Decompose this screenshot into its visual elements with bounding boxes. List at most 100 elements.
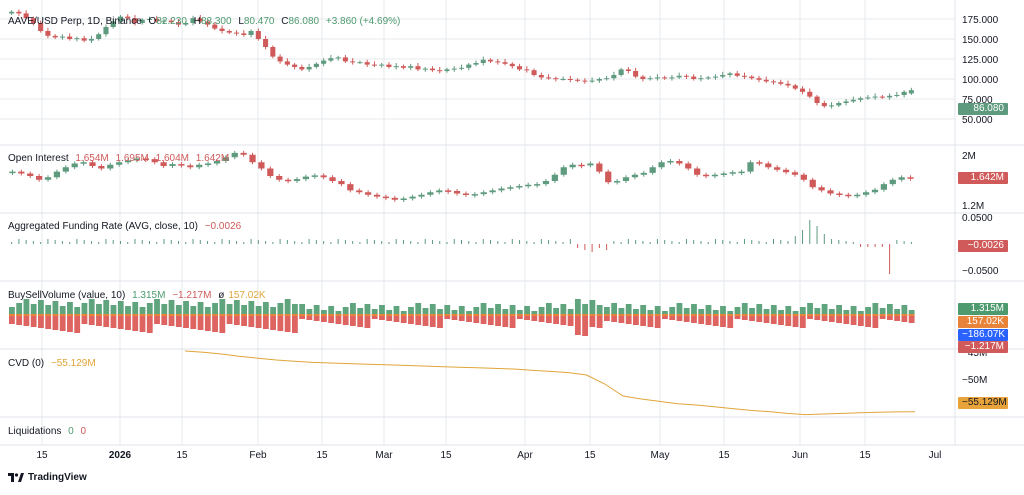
sell-volume-bar-86 (633, 315, 639, 325)
sell-volume-bar-4 (38, 315, 44, 328)
x-tick-13: Jul (929, 450, 942, 461)
delta-volume-bar-35 (262, 314, 269, 316)
delta-volume-bar-118 (865, 314, 872, 316)
sell-volume-bar-62 (458, 315, 465, 321)
candle-body-23 (175, 22, 182, 25)
buy-volume-bar-94 (691, 304, 697, 315)
candle-body-60 (444, 69, 450, 71)
candle-body-53 (393, 66, 399, 68)
delta-volume-bar-47 (350, 314, 356, 316)
delta-volume-bar-45 (335, 314, 342, 316)
buy-volume-bar-53 (393, 306, 400, 315)
oi-body-93 (836, 193, 843, 195)
oi-body-91 (818, 187, 825, 191)
low-label: L (238, 16, 244, 27)
buy-volume-bar-75 (553, 308, 560, 315)
buy-volume-bar-84 (618, 308, 625, 315)
sell-volume-bar-124 (908, 315, 915, 323)
buy-volume-bar-66 (487, 308, 494, 315)
tradingview-logo-icon (8, 473, 24, 482)
oi-body-86 (774, 167, 781, 170)
delta-volume-bar-68 (502, 314, 509, 316)
buy-volume-bar-33 (248, 301, 255, 315)
oi-body-101 (907, 177, 914, 179)
candle-body-104 (763, 79, 769, 82)
x-tick-10: 15 (718, 450, 730, 461)
oi-body-82 (738, 171, 745, 174)
oi-body-55 (498, 188, 505, 191)
sell-volume-bar-23 (175, 315, 182, 327)
candle-body-59 (437, 70, 443, 72)
sell-volume-bar-51 (379, 315, 385, 320)
candle-body-106 (778, 82, 784, 84)
buy-volume-bar-105 (770, 305, 777, 315)
sell-volume-bar-44 (328, 315, 335, 323)
brand[interactable]: TradingView (8, 472, 87, 483)
x-tick-6: 15 (440, 450, 452, 461)
delta-volume-bar-0 (9, 314, 15, 316)
delta-volume-bar-70 (516, 314, 523, 316)
buy-volume-bar-49 (364, 304, 371, 315)
oi-body-74 (667, 161, 674, 163)
x-tick-4: 15 (316, 450, 328, 461)
buy-volume-bar-26 (197, 302, 204, 315)
candle-body-40 (299, 67, 305, 70)
delta-volume-bar-16 (125, 314, 131, 316)
delta-volume-bar-123 (901, 314, 908, 316)
buy-volume-bar-109 (799, 307, 806, 315)
oi-body-49 (445, 190, 452, 192)
buy-volume-bar-47 (350, 303, 356, 315)
candle-body-69 (509, 63, 515, 67)
sell-volume-bar-67 (495, 315, 501, 326)
candle-body-50 (371, 64, 377, 66)
candle-body-99 (727, 73, 733, 75)
oi-body-57 (516, 186, 523, 188)
candle-body-124 (908, 90, 914, 94)
sell-volume-bar-27 (204, 315, 211, 331)
x-tick-1: 2026 (109, 450, 132, 461)
sell-volume-bar-57 (422, 315, 429, 326)
sell-volume-bar-56 (415, 315, 422, 325)
delta-volume-bar-17 (132, 314, 139, 316)
candle-body-32 (241, 33, 247, 35)
buy-volume-bar-3 (30, 304, 37, 315)
oi-body-100 (898, 177, 905, 180)
candle-body-47 (350, 61, 356, 63)
buy-volume-bar-70 (516, 310, 523, 315)
delta-volume-bar-7 (59, 314, 66, 316)
delta-volume-bar-106 (778, 314, 784, 316)
delta-volume-bar-120 (879, 314, 886, 316)
delta-volume-bar-117 (857, 314, 864, 316)
cvd-line (184, 350, 916, 416)
delta-volume-bar-50 (371, 314, 378, 316)
oi-body-30 (276, 176, 283, 180)
buy-volume-bar-73 (538, 307, 545, 315)
oi-value-1: 1.654M (75, 153, 109, 164)
high-value: 88.300 (200, 16, 232, 27)
oi-body-61 (551, 174, 558, 181)
price-tick-5: 50.000 (962, 115, 993, 126)
high-label: H (193, 16, 201, 27)
candle-body-82 (604, 78, 610, 80)
oi-body-88 (791, 172, 799, 175)
price-tick-2: 125.000 (962, 55, 999, 66)
candle-body-8 (67, 36, 73, 39)
delta-volume-bar-82 (603, 314, 610, 316)
oi-body-16 (151, 159, 158, 163)
oi-body-50 (453, 191, 461, 194)
candle-body-109 (799, 88, 806, 92)
buy-volume-bar-34 (255, 306, 262, 315)
delta-volume-bar-108 (792, 314, 799, 316)
sell-volume-bar-35 (262, 315, 269, 329)
sell-volume-bar-20 (154, 315, 160, 324)
oi-body-80 (720, 173, 727, 175)
sell-volume-bar-1 (16, 315, 23, 325)
delta-volume-bar-58 (429, 314, 436, 316)
delta-volume-bar-90 (662, 314, 668, 316)
sell-volume-bar-5 (45, 315, 52, 329)
delta-volume-bar-74 (545, 314, 552, 316)
sell-volume-bar-38 (284, 315, 291, 332)
delta-volume-bar-96 (705, 314, 712, 316)
sell-volume-bar-53 (393, 315, 400, 322)
